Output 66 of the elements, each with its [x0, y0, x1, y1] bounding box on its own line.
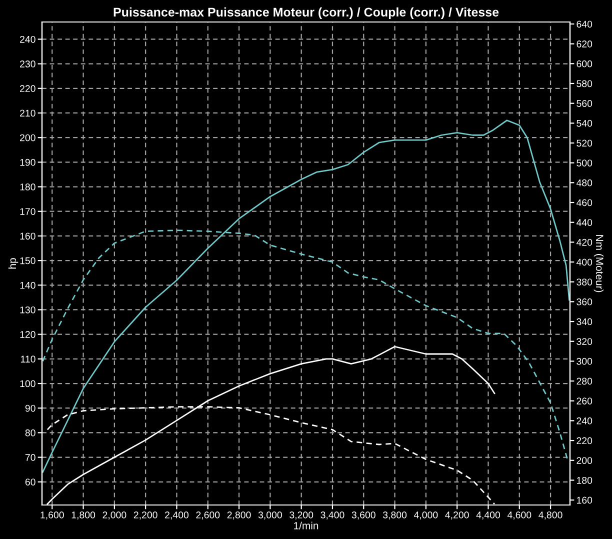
x-tick-label: 3,600: [352, 512, 376, 520]
y-tick-label: 140: [20, 282, 36, 289]
y2-tick-label: 440: [576, 219, 592, 226]
y2-tick-label: 380: [576, 278, 592, 286]
y-tick-label: 110: [20, 356, 36, 363]
y2-tick-label: 580: [576, 80, 592, 88]
y-tick-label: 90: [25, 404, 36, 412]
y-tick-label: 160: [20, 232, 36, 240]
y-tick-label: 150: [20, 257, 36, 264]
y2-tick-label: 520: [576, 140, 592, 147]
y2-tick-label: 320: [576, 338, 592, 345]
y2-tick-label: 620: [576, 40, 592, 48]
x-tick-label: 3,000: [258, 512, 282, 520]
y2-tick-label: 560: [576, 100, 592, 107]
line-series: [42, 120, 570, 473]
x-tick-label: 4,200: [445, 512, 469, 520]
x-tick-label: 2,600: [196, 512, 220, 520]
y2-tick-label: 400: [576, 258, 592, 266]
y-tick-label: 130: [20, 306, 36, 314]
x-tick-label: 2,400: [165, 512, 189, 520]
x-tick-label: 2,000: [102, 512, 126, 520]
y-axis-title: hp: [8, 258, 18, 269]
y-tick-label: 80: [25, 429, 36, 436]
y2-tick-label: 540: [576, 120, 592, 127]
x-tick-label: 3,400: [320, 512, 344, 520]
x-tick-label: 2,200: [134, 512, 158, 520]
y-tick-label: 60: [25, 478, 36, 486]
x-tick-label: 1,600: [40, 512, 64, 520]
y-tick-label: 210: [20, 110, 36, 117]
y-tick-label: 220: [20, 85, 36, 92]
y2-tick-label: 340: [576, 318, 592, 326]
y2-tick-label: 460: [576, 199, 592, 206]
x-tick-label: 2,800: [227, 512, 251, 520]
x-tick-label: 4,800: [538, 512, 562, 520]
x-axis-title: 1/min: [294, 522, 318, 530]
y-tick-label: 240: [20, 36, 36, 43]
y2-tick-label: 300: [576, 358, 592, 365]
y2-tick-label: 240: [576, 417, 592, 424]
y2-tick-label: 500: [576, 160, 592, 166]
x-tick-label: 3,800: [382, 512, 407, 520]
y2-tick-label: 220: [576, 437, 592, 444]
y-tick-label: 190: [20, 158, 36, 166]
y-tick-label: 70: [25, 454, 36, 461]
x-tick-label: 3,200: [290, 512, 314, 520]
y2-tick-label: 160: [576, 496, 592, 504]
y2-tick-label: 640: [576, 20, 592, 28]
y2-tick-label: 180: [576, 476, 592, 484]
y-tick-label: 180: [20, 184, 36, 190]
y-tick-label: 100: [20, 380, 36, 388]
y-tick-label: 230: [20, 60, 36, 68]
y-tick-label: 120: [20, 331, 36, 338]
y2-tick-label: 360: [576, 298, 592, 306]
chart-title: Puissance-max Puissance Moteur (corr.) / Couple (corr.) / Vitesse: [114, 7, 499, 20]
y2-tick-label: 600: [576, 60, 592, 68]
x-tick-label: 4,000: [414, 512, 438, 520]
y-tick-label: 200: [20, 134, 36, 142]
x-tick-label: 4,600: [507, 512, 532, 520]
x-tick-label: 4,400: [476, 512, 500, 520]
y2-axis-title: Nm (Moteur): [594, 235, 604, 292]
x-tick-label: 1,800: [72, 512, 96, 520]
y2-tick-label: 280: [576, 378, 592, 385]
y2-tick-label: 260: [576, 398, 592, 404]
y2-tick-label: 200: [576, 457, 592, 464]
y-tick-label: 170: [20, 208, 36, 215]
y2-tick-label: 480: [576, 179, 592, 186]
y2-tick-label: 420: [576, 238, 592, 246]
